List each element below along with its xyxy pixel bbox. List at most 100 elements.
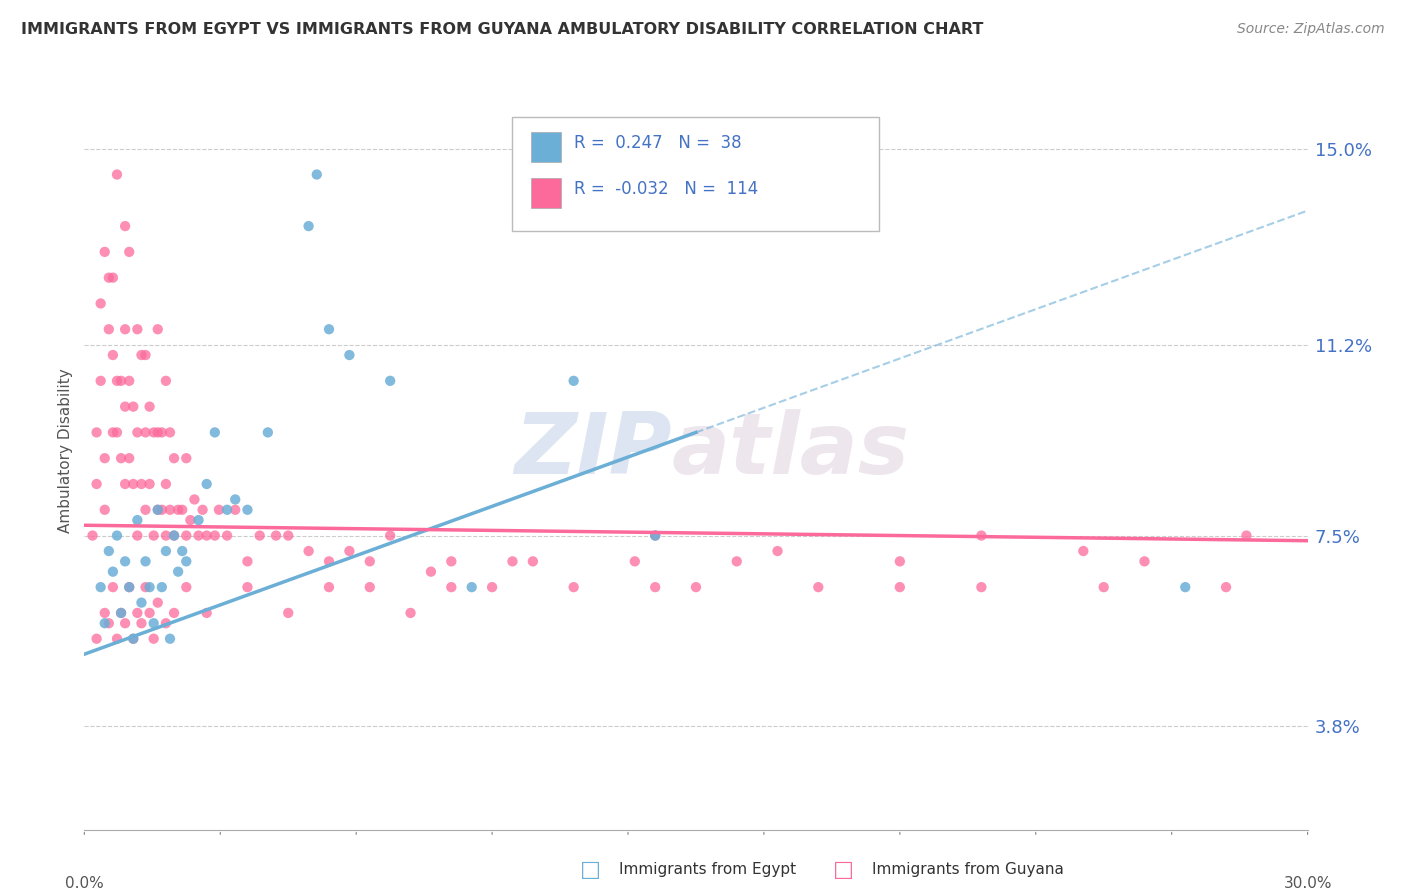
Point xyxy=(86,632,108,646)
Point xyxy=(163,528,186,542)
Point xyxy=(97,544,120,558)
Point xyxy=(93,244,115,259)
Point xyxy=(118,374,141,388)
Point xyxy=(93,451,115,466)
Point xyxy=(86,477,108,491)
Point xyxy=(127,528,149,542)
Point xyxy=(685,580,707,594)
Point xyxy=(889,580,911,594)
Point xyxy=(562,580,585,594)
Point xyxy=(150,580,173,594)
Point xyxy=(167,502,190,516)
Point xyxy=(298,544,321,558)
Point xyxy=(146,596,169,610)
Point xyxy=(142,616,165,631)
Point xyxy=(399,606,422,620)
Point xyxy=(318,322,340,336)
Point xyxy=(807,580,830,594)
Point xyxy=(440,554,463,568)
Point xyxy=(142,425,165,440)
Text: R =  -0.032   N =  114: R = -0.032 N = 114 xyxy=(574,180,758,198)
Point xyxy=(502,554,524,568)
Point xyxy=(179,513,201,527)
Point xyxy=(174,554,197,568)
Point xyxy=(127,513,149,527)
Point xyxy=(420,565,443,579)
Point xyxy=(131,596,153,610)
Point xyxy=(562,374,585,388)
Point xyxy=(114,477,136,491)
Point xyxy=(155,477,177,491)
Point xyxy=(118,580,141,594)
Point xyxy=(127,606,149,620)
Point xyxy=(236,580,259,594)
Point xyxy=(122,632,145,646)
Point xyxy=(195,477,218,491)
Point xyxy=(889,554,911,568)
Point xyxy=(142,632,165,646)
Point xyxy=(155,374,177,388)
Point xyxy=(204,528,226,542)
Point xyxy=(208,502,231,516)
Point xyxy=(122,400,145,414)
Point xyxy=(97,616,120,631)
Bar xyxy=(531,178,561,208)
Point xyxy=(1092,580,1115,594)
Bar xyxy=(513,117,880,230)
Point xyxy=(191,502,214,516)
Point xyxy=(105,168,128,182)
Y-axis label: Ambulatory Disability: Ambulatory Disability xyxy=(58,368,73,533)
Point xyxy=(277,606,299,620)
Point xyxy=(339,348,361,362)
Point xyxy=(150,502,173,516)
Point xyxy=(93,502,115,516)
Point xyxy=(138,606,160,620)
Point xyxy=(135,502,157,516)
Point xyxy=(380,374,402,388)
Text: ZIP: ZIP xyxy=(513,409,672,492)
Text: Source: ZipAtlas.com: Source: ZipAtlas.com xyxy=(1237,22,1385,37)
Point xyxy=(118,580,141,594)
Point xyxy=(138,477,160,491)
Point xyxy=(146,502,169,516)
Point xyxy=(110,374,132,388)
Point xyxy=(224,492,246,507)
Text: 30.0%: 30.0% xyxy=(1284,876,1331,891)
Point xyxy=(481,580,503,594)
Point xyxy=(163,606,186,620)
Point xyxy=(146,322,169,336)
Point xyxy=(195,528,218,542)
Point xyxy=(146,425,169,440)
Point xyxy=(224,502,246,516)
Point xyxy=(122,477,145,491)
Text: □: □ xyxy=(834,860,853,880)
Point xyxy=(86,425,108,440)
Point xyxy=(90,580,112,594)
Point xyxy=(105,374,128,388)
Point xyxy=(105,425,128,440)
Point xyxy=(318,580,340,594)
Point xyxy=(339,544,361,558)
Point xyxy=(1236,528,1258,542)
Point xyxy=(195,606,218,620)
Point xyxy=(114,554,136,568)
Point xyxy=(110,606,132,620)
Point xyxy=(359,554,381,568)
Point xyxy=(163,451,186,466)
Point xyxy=(187,528,209,542)
Point xyxy=(257,425,280,440)
Point xyxy=(1215,580,1237,594)
Point xyxy=(93,616,115,631)
Point xyxy=(174,528,197,542)
Point xyxy=(644,528,666,542)
Text: Immigrants from Egypt: Immigrants from Egypt xyxy=(619,863,796,877)
Text: atlas: atlas xyxy=(672,409,910,492)
Point xyxy=(725,554,748,568)
Point xyxy=(142,528,165,542)
Point xyxy=(167,565,190,579)
Point xyxy=(1073,544,1095,558)
Point xyxy=(150,425,173,440)
Point xyxy=(298,219,321,233)
Point xyxy=(159,425,181,440)
Point xyxy=(1133,554,1156,568)
